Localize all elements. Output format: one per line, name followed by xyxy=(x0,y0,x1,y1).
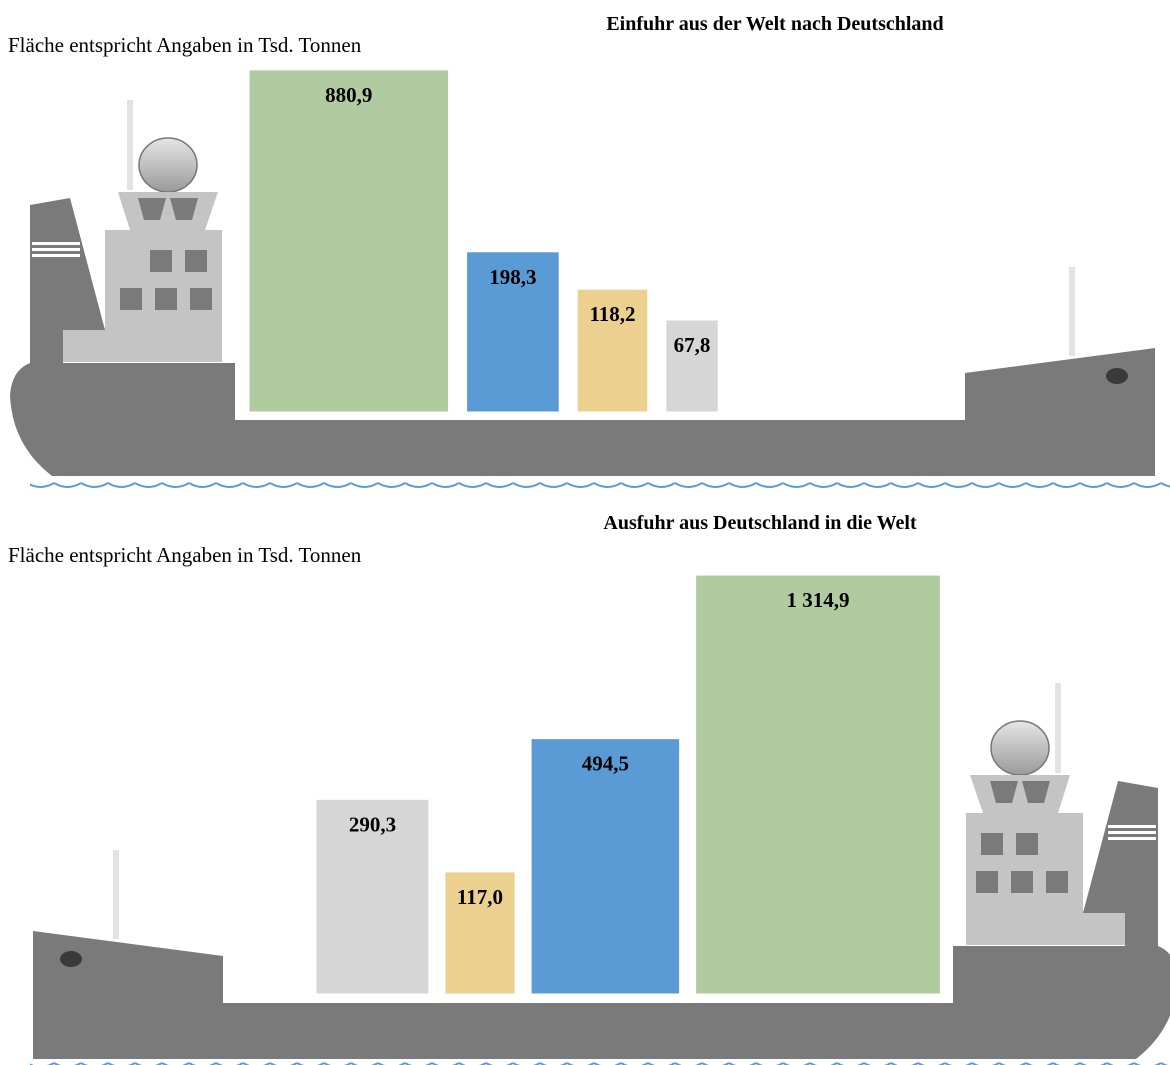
subtitle: Fläche entspricht Angaben in Tsd. Tonnen xyxy=(8,543,362,567)
area-bar xyxy=(691,570,945,999)
value-label: 1 314,9 xyxy=(787,588,850,612)
area-bar xyxy=(661,315,723,417)
waves xyxy=(30,480,1170,492)
value-label: 290,3 xyxy=(349,812,396,836)
value-label: 117,0 xyxy=(457,885,503,909)
value-label: 880,9 xyxy=(325,83,372,107)
subtitle: Fläche entspricht Angaben in Tsd. Tonnen xyxy=(8,33,362,57)
area-bar xyxy=(311,794,434,999)
area-bar xyxy=(244,65,454,417)
area-bar xyxy=(462,247,564,417)
chart-title: Einfuhr aus der Welt nach Deutschland xyxy=(606,13,943,35)
area-bar xyxy=(526,734,685,999)
waves xyxy=(30,1058,1170,1065)
area-bar xyxy=(572,284,653,417)
value-label: 198,3 xyxy=(489,265,536,289)
chart-title: Ausfuhr aus Deutschland in die Welt xyxy=(603,512,917,534)
area-bar xyxy=(440,867,520,999)
value-label: 494,5 xyxy=(582,752,629,776)
value-label: 118,2 xyxy=(589,302,635,326)
value-label: 67,8 xyxy=(674,333,711,357)
